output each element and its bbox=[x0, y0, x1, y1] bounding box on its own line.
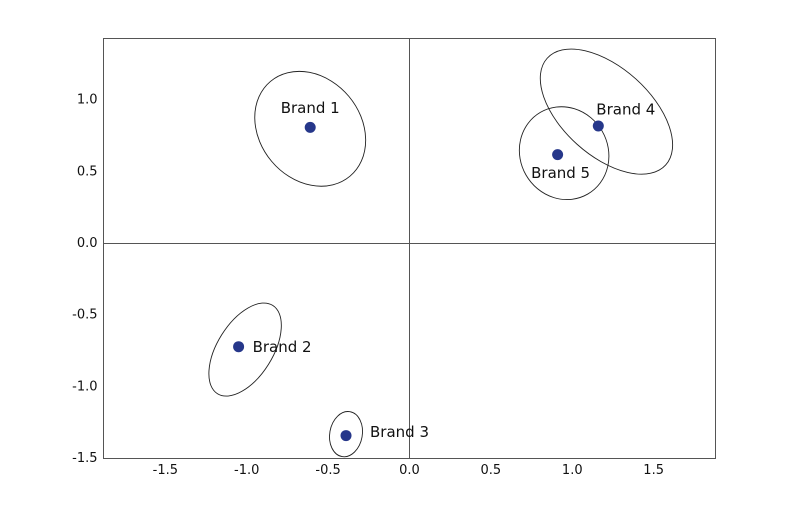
x-tick-label: -0.5 bbox=[315, 463, 340, 478]
confidence-ellipse bbox=[518, 106, 610, 201]
point-label: Brand 4 bbox=[596, 100, 655, 118]
point-label: Brand 2 bbox=[253, 338, 312, 356]
confidence-ellipse bbox=[254, 70, 367, 187]
y-tick-label: 0.0 bbox=[77, 236, 98, 251]
x-tick-label: 1.0 bbox=[562, 463, 583, 478]
confidence-ellipse bbox=[539, 48, 674, 175]
x-tick-label: 0.0 bbox=[399, 463, 420, 478]
point bbox=[552, 149, 564, 161]
point-label: Brand 5 bbox=[531, 164, 590, 182]
point-label: Brand 3 bbox=[370, 423, 429, 441]
x-tick-label: -1.0 bbox=[234, 463, 259, 478]
confidence-ellipse bbox=[208, 302, 282, 397]
x-tick-label: 1.5 bbox=[643, 463, 664, 478]
y-tick-label: -1.5 bbox=[72, 451, 97, 466]
y-tick-label: 1.0 bbox=[77, 93, 98, 108]
confidence-ellipse bbox=[329, 411, 363, 458]
y-tick-label: -0.5 bbox=[72, 308, 97, 323]
point-label: Brand 1 bbox=[281, 99, 340, 117]
y-tick-label: 0.5 bbox=[77, 164, 98, 179]
point bbox=[233, 341, 245, 353]
x-tick-label: 0.5 bbox=[481, 463, 502, 478]
point bbox=[340, 430, 352, 442]
x-tick-label: -1.5 bbox=[153, 463, 178, 478]
point bbox=[592, 120, 604, 132]
point bbox=[304, 121, 316, 133]
y-tick-label: -1.0 bbox=[72, 379, 97, 394]
